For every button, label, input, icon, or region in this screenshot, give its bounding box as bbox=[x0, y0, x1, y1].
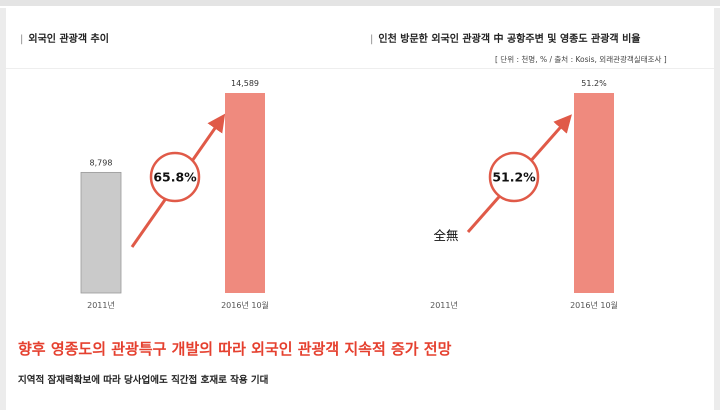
headline: 향후 영종도의 관광특구 개발의 따라 외국인 관광객 지속적 증가 전망 bbox=[18, 340, 452, 358]
bar-2 bbox=[574, 93, 614, 293]
x-tick-label: 2011년 bbox=[87, 300, 115, 310]
left-margin bbox=[0, 8, 6, 410]
growth-rate-label: 51.2% bbox=[492, 170, 536, 185]
growth-circle bbox=[149, 151, 201, 203]
bar-2-value-label: 51.2% bbox=[581, 79, 607, 88]
x-tick-label: 2016년 10월 bbox=[221, 300, 269, 310]
bar-2-value-label: 14,589 bbox=[231, 79, 259, 88]
right-margin bbox=[714, 8, 720, 410]
header-divider bbox=[6, 68, 714, 69]
bar-2 bbox=[225, 93, 265, 293]
x-tick-label: 2011년 bbox=[430, 300, 458, 310]
annotation-label: 全無 bbox=[433, 228, 458, 243]
growth-circle bbox=[488, 151, 540, 203]
subline: 지역적 잠재력확보에 따라 당사업에도 직간접 호재로 작용 기대 bbox=[18, 375, 269, 386]
growth-rate-label: 65.8% bbox=[153, 170, 197, 185]
bar-1-value-label: 8,798 bbox=[90, 158, 113, 167]
chart-2-title: | 인천 방문한 외국인 관광객 中 공항주변 및 영종도 관광객 비율 bbox=[370, 34, 641, 45]
top-bar bbox=[0, 0, 720, 6]
x-tick-label: 2016년 10월 bbox=[570, 300, 618, 310]
bar-1 bbox=[80, 171, 122, 294]
chart-2-unit-note: [ 단위 : 천명, % / 출처 : Kosis, 외래관광객실태조사 ] bbox=[495, 55, 667, 64]
chart-1-title: | 외국인 관광객 추이 bbox=[20, 34, 109, 45]
